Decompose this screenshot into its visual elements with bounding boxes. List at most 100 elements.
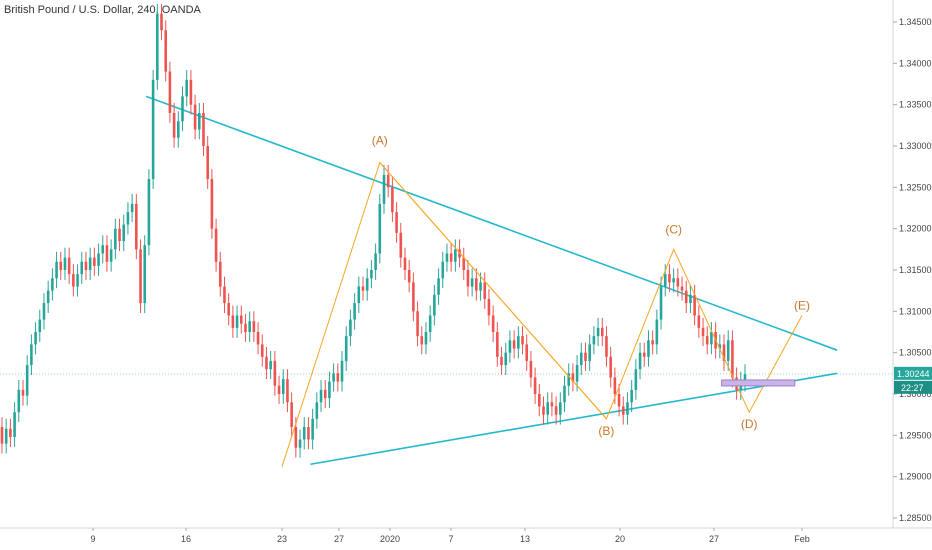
- candle-body: [470, 278, 474, 287]
- wave-line-ab: [379, 162, 607, 420]
- candle-body: [651, 340, 654, 345]
- candle-body: [743, 374, 747, 382]
- candle-body: [449, 253, 453, 262]
- target-zone-box: [721, 379, 796, 387]
- candle-body: [491, 315, 495, 332]
- candle-body: [88, 257, 92, 270]
- candle-body: [122, 224, 126, 242]
- candle-body: [269, 360, 272, 370]
- candle-body: [600, 327, 604, 337]
- candle-body: [521, 336, 524, 345]
- candle-body: [705, 336, 709, 345]
- candle-body: [13, 412, 16, 437]
- candle-body: [403, 257, 407, 270]
- x-tick-label: Feb: [794, 534, 810, 544]
- candle-body: [420, 336, 424, 345]
- y-tick-label: 1.29500: [899, 430, 932, 440]
- y-tick-label: 1.32000: [899, 224, 932, 234]
- candle-body: [386, 174, 390, 188]
- candle-body: [139, 249, 142, 304]
- candle-body: [59, 261, 63, 270]
- candle-body: [51, 278, 54, 291]
- candle-body: [265, 356, 268, 370]
- candle-body: [260, 344, 264, 357]
- candle-body: [626, 402, 629, 415]
- y-tick-label: 1.33000: [899, 141, 932, 151]
- candle-body: [160, 13, 163, 31]
- candle-body: [512, 340, 516, 349]
- candle-body: [689, 294, 692, 304]
- candle-body: [172, 112, 176, 138]
- candle-body: [101, 245, 105, 254]
- candle-body: [218, 261, 222, 287]
- candle-body: [109, 249, 113, 262]
- candle-body: [718, 344, 722, 349]
- wave-label: (A): [372, 134, 388, 148]
- candle-body: [298, 439, 302, 448]
- y-tick-label: 1.28500: [899, 513, 932, 523]
- candle-body: [277, 385, 281, 394]
- candle-body: [546, 402, 550, 415]
- wave-lines: [281, 161, 803, 467]
- candle-body: [248, 321, 251, 332]
- candle-body: [177, 121, 180, 138]
- candle-body: [244, 323, 247, 332]
- candle-body: [542, 406, 545, 415]
- wave-label: (D): [741, 417, 758, 431]
- candle-body: [462, 257, 466, 270]
- wave-label: (C): [665, 222, 682, 236]
- candle-body: [72, 274, 75, 287]
- candle-body: [647, 340, 650, 357]
- candle-body: [693, 294, 696, 316]
- candle-body: [663, 274, 667, 287]
- candle-body: [164, 30, 168, 72]
- candle-body: [252, 321, 256, 332]
- x-tick-label: 16: [181, 534, 191, 544]
- candle-body: [353, 303, 356, 320]
- candle-body: [424, 332, 428, 345]
- candle-body: [538, 394, 541, 407]
- candle-body: [30, 344, 33, 366]
- y-tick-label: 1.29000: [899, 472, 932, 482]
- candle-body: [617, 394, 621, 407]
- candle-body: [193, 104, 197, 130]
- candle-body: [668, 274, 671, 283]
- candle-body: [575, 365, 579, 382]
- candle-body: [143, 245, 147, 304]
- y-tick-label: 1.32500: [899, 182, 932, 192]
- candle-body: [428, 315, 432, 332]
- candle-body: [302, 427, 306, 440]
- candle-body: [571, 373, 575, 382]
- y-tick-label: 1.31000: [899, 306, 932, 316]
- candle-body: [84, 261, 88, 270]
- candle-body: [55, 261, 58, 279]
- candle-body: [156, 13, 159, 80]
- chart-title: British Pound / U.S. Dollar, 240, OANDA: [4, 4, 201, 16]
- candle-body: [42, 303, 46, 320]
- candle-body: [592, 336, 596, 345]
- candle-body: [294, 427, 298, 448]
- candle-body: [76, 274, 79, 287]
- candle-body: [621, 406, 625, 415]
- candle-body: [701, 327, 705, 337]
- candle-body: [579, 352, 583, 366]
- candle-body: [517, 336, 520, 349]
- candle-body: [332, 373, 335, 382]
- candle-body: [630, 389, 633, 403]
- candle-body: [466, 270, 470, 287]
- y-tick-label: 1.31500: [899, 265, 932, 275]
- candle-body: [588, 344, 591, 361]
- candle-body: [344, 336, 348, 361]
- y-axis: 1.34500 1.34000 1.33500 1.33000 1.32500 1.320…: [892, 0, 932, 528]
- x-tick-label: 23: [277, 534, 287, 544]
- candle-body: [382, 174, 386, 204]
- candle-body: [105, 245, 109, 262]
- candle-body: [235, 315, 239, 328]
- candle-body: [399, 232, 403, 258]
- candle-body: [550, 402, 554, 407]
- candle-body: [311, 418, 314, 440]
- y-tick-label: 1.33500: [899, 100, 932, 110]
- candle-body: [609, 356, 612, 378]
- candle-body: [214, 228, 218, 262]
